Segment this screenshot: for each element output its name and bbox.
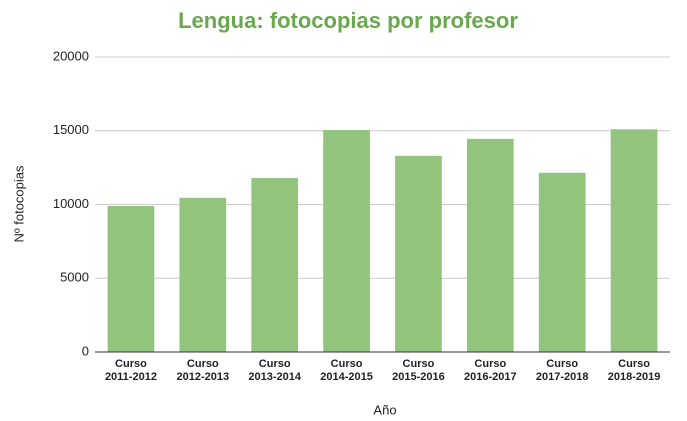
y-tick-label: 10000 bbox=[53, 196, 89, 211]
x-tick-label: Curso 2015-2016 bbox=[392, 358, 445, 383]
y-tick-label: 5000 bbox=[60, 270, 89, 285]
x-tick-label: Curso 2018-2019 bbox=[608, 358, 661, 383]
x-tick-label: Curso 2014-2015 bbox=[320, 358, 373, 383]
x-tick-label: Curso 2011-2012 bbox=[105, 358, 157, 383]
x-tick-label: Curso 2013-2014 bbox=[248, 358, 301, 383]
bar bbox=[323, 130, 370, 352]
x-tick-label: Curso 2016-2017 bbox=[464, 358, 517, 383]
x-tick-label: Curso 2012-2013 bbox=[177, 358, 230, 383]
y-axis-label: Nº fotocopias bbox=[11, 165, 26, 243]
x-axis-label: Año bbox=[373, 402, 396, 417]
y-tick-label: 15000 bbox=[53, 122, 89, 137]
bar bbox=[538, 172, 586, 352]
chart-title: Lengua: fotocopias por profesor bbox=[178, 8, 518, 33]
bar bbox=[610, 129, 658, 352]
bar bbox=[466, 138, 514, 352]
bar bbox=[179, 197, 227, 352]
x-tick-label: Curso 2017-2018 bbox=[536, 358, 589, 383]
bar bbox=[395, 155, 442, 352]
bar bbox=[107, 205, 155, 352]
bar bbox=[251, 177, 299, 352]
y-tick-label: 0 bbox=[82, 343, 89, 358]
y-tick-label: 20000 bbox=[53, 48, 89, 63]
